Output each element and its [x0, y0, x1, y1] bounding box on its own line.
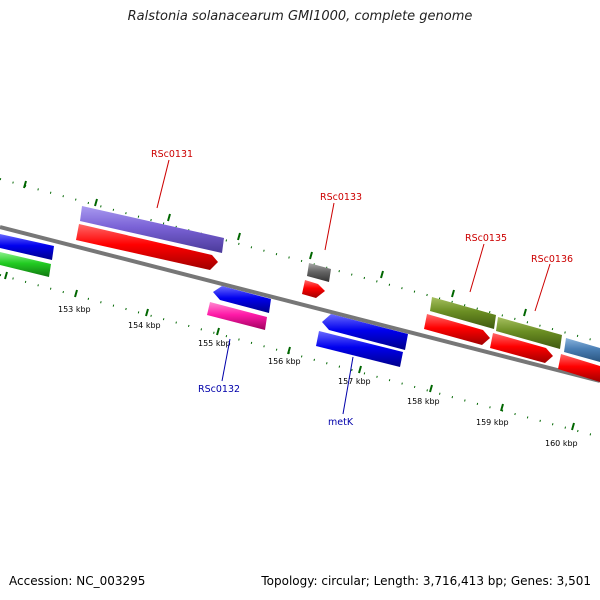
tick-label: 155 kbp: [198, 339, 231, 348]
gene-label-rsc0135[interactable]: RSc0135: [465, 233, 507, 244]
accession-text: Accession: NC_003295: [9, 574, 146, 588]
tick-label: 159 kbp: [476, 418, 509, 427]
tick-ring-outer: [0, 178, 600, 343]
gene-label-rsc0133[interactable]: RSc0133: [320, 192, 362, 203]
label-pointer: [342, 356, 354, 415]
gene-label-metk[interactable]: metK: [328, 417, 354, 428]
label-pointer: [534, 263, 551, 312]
cds-feature-edge[interactable]: [558, 354, 600, 382]
gene-label-rsc0132[interactable]: RSc0132: [198, 384, 240, 395]
genome-summary-text: Topology: circular; Length: 3,716,413 bp…: [261, 574, 591, 588]
tick-label: 160 kbp: [545, 439, 578, 448]
gene-feature-steel[interactable]: [564, 338, 600, 362]
gene-feature-metk[interactable]: [322, 314, 408, 350]
gene-label-rsc0131[interactable]: RSc0131: [151, 149, 193, 160]
label-pointer: [469, 243, 485, 293]
genome-title: Ralstonia solanacearum GMI1000, complete…: [127, 9, 473, 24]
gene-label-rsc0136[interactable]: RSc0136: [531, 254, 573, 265]
gene-feature-rsc0133[interactable]: [307, 263, 331, 282]
tick-label: 156 kbp: [268, 357, 301, 366]
tick-label: 158 kbp: [407, 397, 440, 406]
gene-feature-rsc0135[interactable]: [430, 297, 496, 329]
tick-label: 157 kbp: [338, 377, 371, 386]
gene-feature-rsc0136[interactable]: [496, 317, 562, 349]
gene-feature-rsc0132-magenta[interactable]: [207, 302, 267, 330]
genome-backbone: [0, 225, 600, 383]
gene-feature-rsc0132[interactable]: [213, 286, 271, 313]
tick-label: 153 kbp: [58, 305, 91, 314]
cds-feature-rsc0133[interactable]: [302, 280, 325, 298]
gene-feature-left-green[interactable]: [0, 252, 51, 277]
cds-feature-rsc0136[interactable]: [490, 333, 553, 363]
label-pointer: [221, 338, 231, 382]
tick-ring-inner-major: [4, 271, 575, 431]
tick-label: 154 kbp: [128, 321, 161, 330]
gene-feature-left-blue[interactable]: [0, 234, 54, 260]
label-pointer: [324, 202, 335, 251]
gene-feature-rsc0131[interactable]: [80, 206, 224, 253]
cds-feature-rsc0131[interactable]: [76, 224, 218, 270]
gene-feature-metk-lower[interactable]: [316, 331, 403, 367]
label-pointer: [156, 159, 170, 209]
tick-ring-outer-major: [23, 180, 527, 317]
cds-feature-rsc0135[interactable]: [424, 314, 490, 345]
